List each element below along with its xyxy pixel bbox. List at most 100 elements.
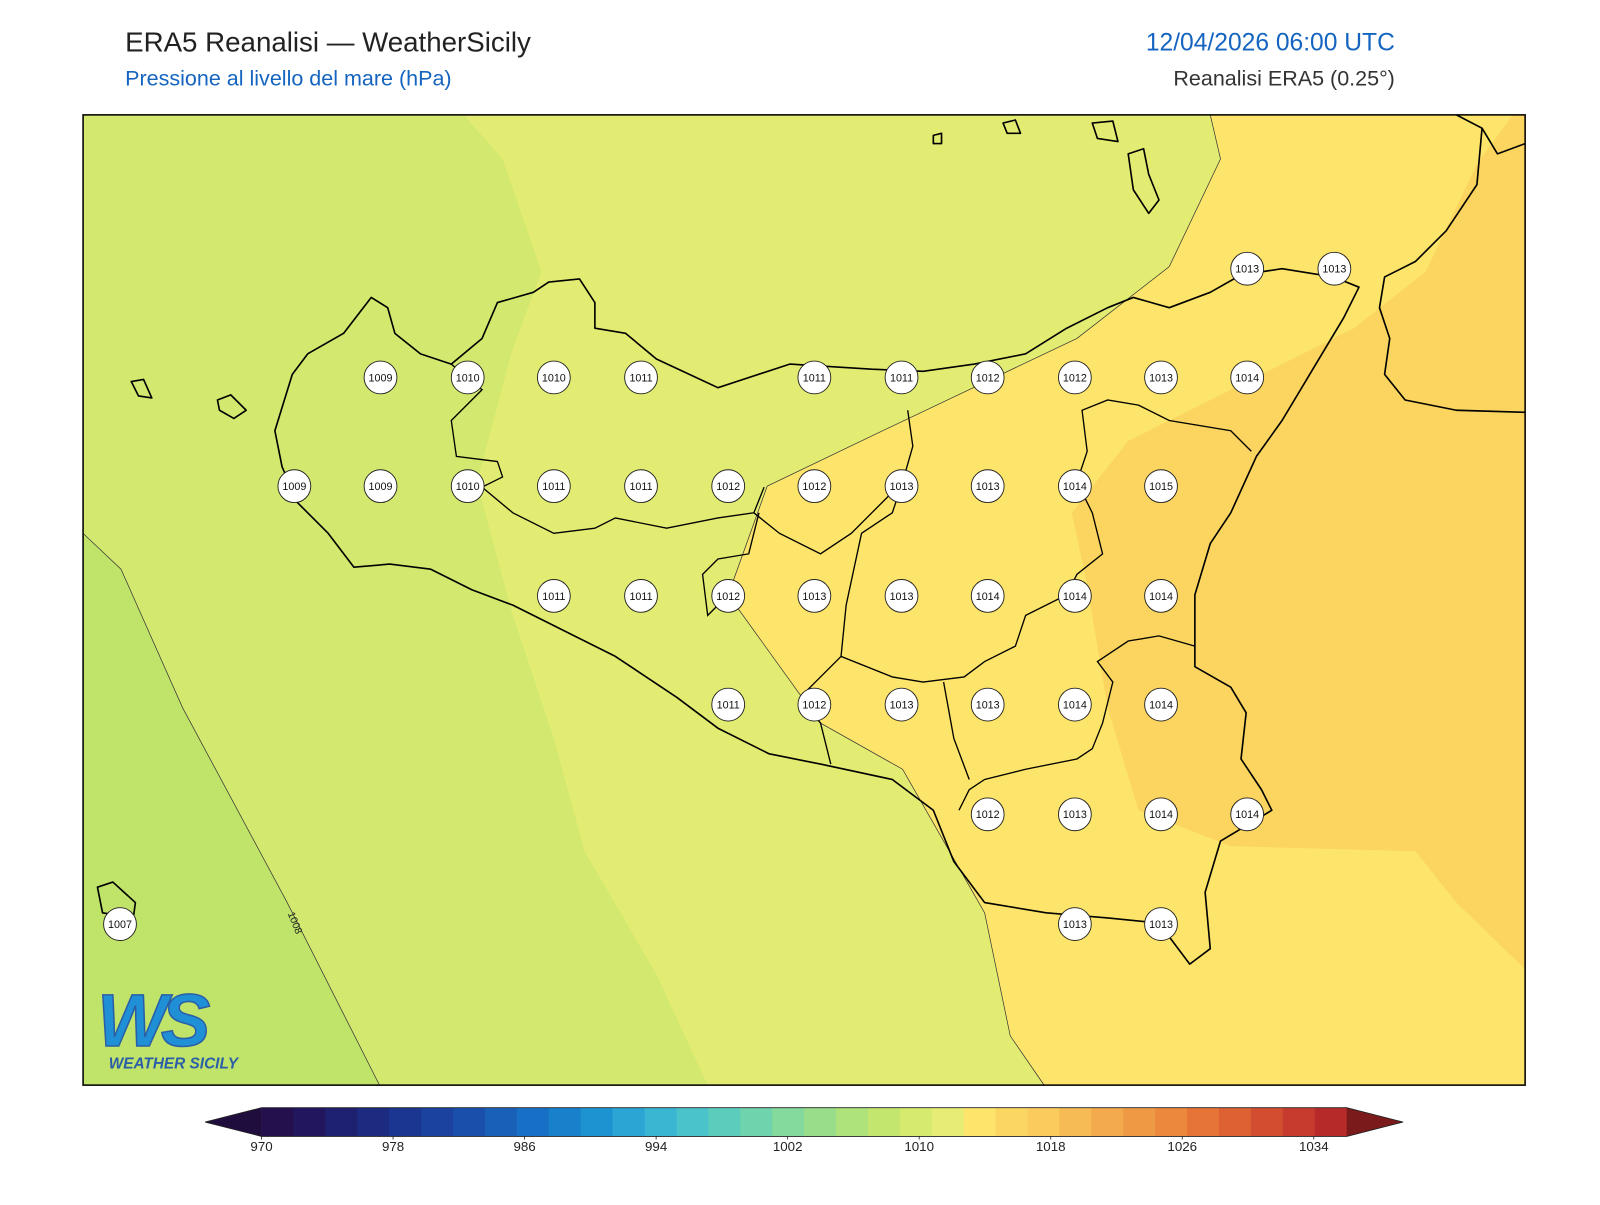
colorbar-tick-label: 1034 [1299, 1139, 1329, 1154]
subtitle: Pressione al livello del mare (hPa) [125, 67, 451, 91]
island [96, 119, 1160, 919]
station-value: 1013 [1235, 264, 1259, 276]
colorbar-segment [325, 1107, 358, 1137]
station-value: 1013 [802, 591, 826, 603]
colorbar-segment [1059, 1107, 1092, 1137]
colorbar-tick-label: 1010 [904, 1139, 934, 1154]
station-value: 1013 [1322, 264, 1346, 276]
station-marker [103, 907, 137, 941]
station-marker [1057, 579, 1092, 613]
station-marker [1144, 579, 1178, 613]
colorbar-segment [1091, 1107, 1124, 1137]
station-marker [1144, 907, 1178, 941]
colorbar-tick-label: 1018 [1036, 1139, 1066, 1154]
station-marker [970, 579, 1005, 613]
station-value: 1013 [976, 699, 1000, 711]
station-marker [970, 469, 1005, 504]
station-value: 1011 [629, 372, 652, 384]
colorbar-segment [453, 1107, 486, 1137]
station-marker [711, 687, 746, 722]
colorbar: 970 978 986 994 1002 1010 1018 1026 1034 [205, 1107, 1404, 1154]
station-marker [277, 469, 312, 504]
station-value: 1012 [1063, 372, 1087, 384]
station-marker [363, 360, 398, 395]
station-marker [884, 360, 919, 395]
station-marker [1144, 797, 1178, 832]
station-marker [536, 360, 571, 395]
station-value: 1012 [976, 372, 1000, 384]
pressure-zone [1071, 114, 1526, 970]
station-marker [1057, 360, 1092, 395]
station-value: 1014 [1149, 809, 1173, 821]
colorbar-segment [1187, 1107, 1220, 1137]
station-marker [1230, 797, 1265, 832]
colorbar-segment [644, 1107, 677, 1137]
colorbar-segment [580, 1107, 614, 1137]
colorbar-tick-label: 970 [250, 1139, 272, 1154]
colorbar-segment [804, 1107, 837, 1137]
station-value: 1009 [369, 481, 393, 493]
station-value: 1013 [1063, 809, 1087, 821]
station-marker [970, 687, 1005, 722]
pressure-zone [83, 533, 380, 1086]
station-marker [1057, 469, 1092, 504]
station-value: 1014 [1063, 699, 1087, 711]
station-value: 1011 [629, 481, 652, 493]
station-value: 1014 [1063, 481, 1087, 493]
station-marker [797, 469, 832, 504]
station-marker [1057, 687, 1092, 722]
station-value: 1013 [976, 481, 1000, 493]
colorbar-segment [1123, 1107, 1156, 1137]
colorbar-segment [963, 1107, 997, 1137]
colorbar-tick-label: 994 [645, 1139, 668, 1154]
colorbar-tick-label: 978 [382, 1139, 404, 1154]
station-marker [711, 469, 746, 504]
colorbar-tick-label: 1026 [1167, 1139, 1197, 1154]
station-marker [884, 687, 919, 722]
station-value: 1014 [976, 591, 1000, 603]
colorbar-extend-low [205, 1107, 262, 1137]
station-marker [363, 469, 398, 504]
station-value: 1011 [717, 699, 740, 711]
colorbar-segment [484, 1107, 518, 1137]
pressure-zone [463, 114, 1221, 1086]
station-value: 1012 [716, 591, 740, 603]
colorbar-segment [899, 1107, 933, 1137]
station-marker [536, 579, 571, 613]
logo-letters: WS [97, 979, 210, 1062]
station-marker [797, 360, 832, 395]
colorbar-segment [772, 1107, 805, 1137]
station-marker [884, 579, 919, 613]
station-marker [970, 797, 1005, 832]
station-marker [1144, 360, 1178, 395]
colorbar-segment [708, 1107, 741, 1137]
station-marker [1230, 251, 1265, 286]
colorbar-segment [421, 1107, 454, 1137]
station-marker [797, 579, 832, 613]
station-marker [450, 469, 485, 504]
colorbar-segment [740, 1107, 773, 1137]
colorbar-segment [357, 1107, 390, 1137]
station-marker [1144, 469, 1178, 504]
station-value: 1014 [1063, 591, 1087, 603]
station-marker [884, 469, 919, 504]
title: ERA5 Reanalisi — WeatherSicily [125, 26, 531, 57]
station-value: 1011 [542, 591, 565, 603]
colorbar-tick-label: 986 [513, 1139, 535, 1154]
colorbar-segment [676, 1107, 709, 1137]
colorbar-segment [1282, 1107, 1316, 1137]
datetime: 12/04/2026 06:00 UTC [1146, 30, 1395, 57]
station-value: 1011 [890, 372, 913, 384]
station-marker [624, 360, 658, 395]
colorbar-tick-label: 1002 [773, 1139, 803, 1154]
station-value: 1009 [369, 372, 393, 384]
station-value: 1014 [1149, 699, 1173, 711]
station-value: 1012 [976, 809, 1000, 821]
station-value: 1013 [1149, 372, 1173, 384]
station-value: 1012 [716, 481, 740, 493]
colorbar-segment [389, 1107, 422, 1137]
logo: WS WEATHER SICILY [97, 978, 240, 1072]
station-value: 1011 [629, 591, 652, 603]
